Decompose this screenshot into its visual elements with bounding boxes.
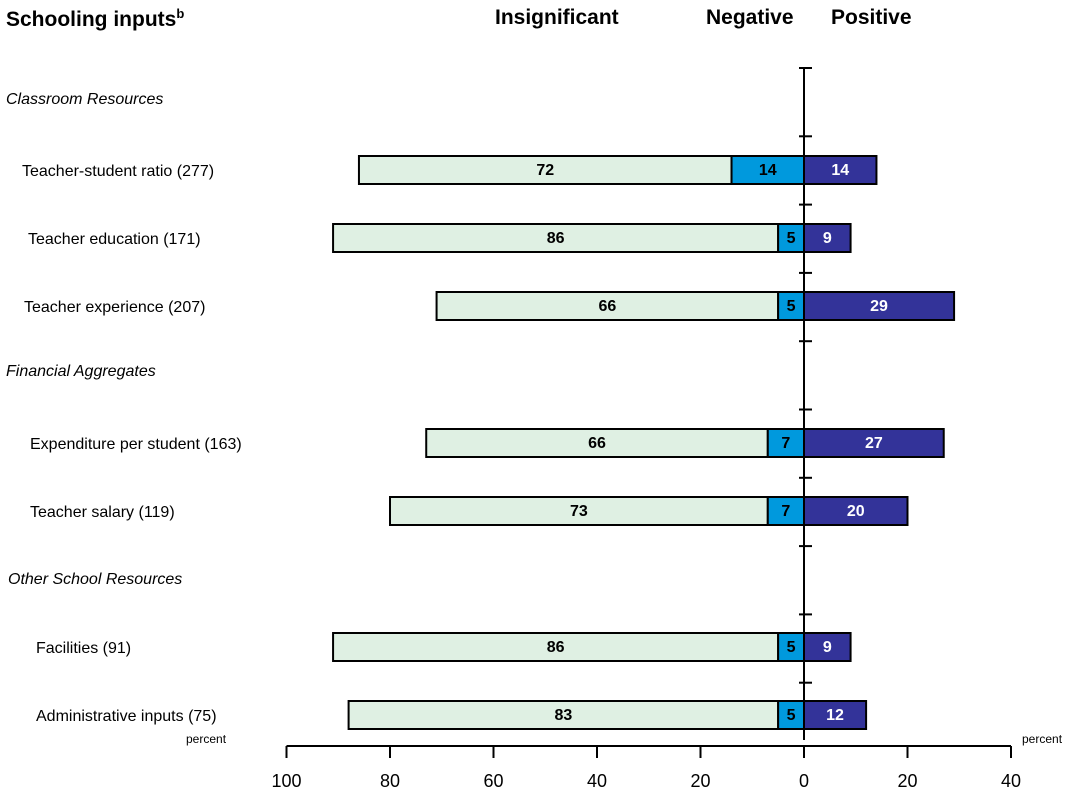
bar-positive xyxy=(803,632,852,662)
bar-insignificant xyxy=(332,632,780,662)
bar-negative xyxy=(777,700,805,730)
data-label-positive: 27 xyxy=(865,435,883,452)
bar-positive xyxy=(803,428,945,458)
bar-positive xyxy=(803,496,909,526)
data-label-insignificant: 66 xyxy=(598,298,616,315)
x-tick-label: 100 xyxy=(271,771,301,791)
category-label: Teacher education (171) xyxy=(28,231,201,248)
x-tick-label: 20 xyxy=(690,771,710,791)
data-label-insignificant: 73 xyxy=(570,503,588,520)
bar-insignificant xyxy=(389,496,769,526)
column-header-positive: Positive xyxy=(831,6,912,29)
data-label-positive: 29 xyxy=(870,298,888,315)
category-label: Facilities (91) xyxy=(36,640,131,657)
bar-positive xyxy=(803,291,956,321)
x-tick-label: 80 xyxy=(380,771,400,791)
chart-title-text: Schooling inputs xyxy=(6,8,177,31)
group-label: Financial Aggregates xyxy=(6,363,156,380)
column-header-negative: Negative xyxy=(706,6,794,29)
data-label-insignificant: 86 xyxy=(547,230,565,247)
x-tick-label: 20 xyxy=(897,771,917,791)
bar-insignificant xyxy=(347,700,780,730)
category-label: Teacher experience (207) xyxy=(24,299,205,316)
data-label-positive: 9 xyxy=(823,639,832,656)
category-label: Administrative inputs (75) xyxy=(36,708,217,725)
group-label: Other School Resources xyxy=(8,571,182,588)
category-label: Teacher-student ratio (277) xyxy=(22,163,214,180)
category-label: Teacher salary (119) xyxy=(30,504,175,521)
data-label-negative: 5 xyxy=(787,230,796,247)
bar-insignificant xyxy=(332,223,780,253)
data-label-negative: 7 xyxy=(781,503,790,520)
data-label-positive: 12 xyxy=(826,707,844,724)
data-label-negative: 5 xyxy=(787,298,796,315)
chart-title-superscript: b xyxy=(176,6,185,21)
x-tick-label: 40 xyxy=(1001,771,1021,791)
data-label-insignificant: 86 xyxy=(547,639,565,656)
column-header-insignificant: Insignificant xyxy=(495,6,619,29)
bar-insignificant xyxy=(425,428,769,458)
bar-positive xyxy=(803,223,852,253)
x-tick-label: 40 xyxy=(587,771,607,791)
x-unit-left: percent xyxy=(186,732,227,746)
bar-positive xyxy=(803,155,878,185)
data-label-negative: 7 xyxy=(781,435,790,452)
x-tick-label: 60 xyxy=(483,771,503,791)
data-label-positive: 14 xyxy=(831,162,849,179)
data-label-negative: 5 xyxy=(787,639,796,656)
x-tick-label: 0 xyxy=(799,771,809,791)
data-label-insignificant: 66 xyxy=(588,435,606,452)
data-label-negative: 14 xyxy=(759,162,777,179)
data-label-negative: 5 xyxy=(787,707,796,724)
chart-title: Schooling inputsb xyxy=(6,6,184,32)
data-label-positive: 9 xyxy=(823,230,832,247)
category-label: Expenditure per student (163) xyxy=(30,436,242,453)
bar-negative xyxy=(730,155,805,185)
group-label: Classroom Resources xyxy=(6,91,163,108)
data-label-insignificant: 72 xyxy=(536,162,554,179)
data-label-positive: 20 xyxy=(847,503,865,520)
data-label-insignificant: 83 xyxy=(554,707,572,724)
x-unit-right: percent xyxy=(1022,732,1063,746)
bar-positive xyxy=(803,700,868,730)
